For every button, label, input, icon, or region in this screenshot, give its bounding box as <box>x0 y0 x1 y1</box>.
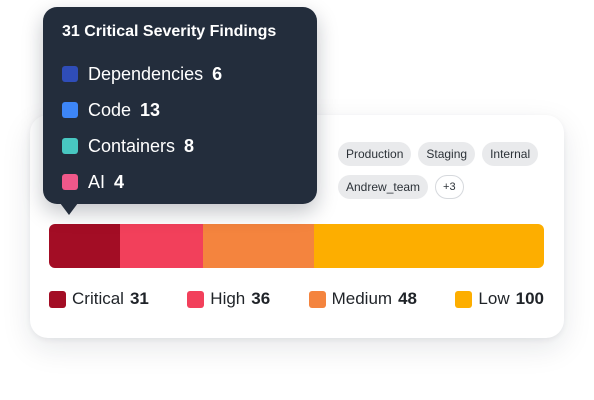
tooltip-row-count: 4 <box>114 171 125 192</box>
tag-staging[interactable]: Staging <box>418 142 476 166</box>
severity-bar-medium[interactable] <box>203 224 314 268</box>
tooltip-title: 31 Critical Severity Findings <box>62 23 277 40</box>
tooltip-row-label: Containers <box>88 135 176 156</box>
legend-medium-label: Medium <box>331 289 393 308</box>
tooltip-breakdown: Dependencies 6 Code 13 Containers 8 AI 4 <box>62 56 222 200</box>
severity-bar <box>49 224 544 268</box>
tooltip-row-dependencies: Dependencies 6 <box>62 56 222 92</box>
legend-critical[interactable]: Critical 31 <box>49 289 149 309</box>
critical-findings-tooltip: 31 Critical Severity Findings Dependenci… <box>43 7 317 204</box>
tooltip-row-code: Code 13 <box>62 92 222 128</box>
legend-high-label: High <box>210 289 246 308</box>
tag-internal[interactable]: Internal <box>482 142 539 166</box>
code-swatch <box>62 102 78 118</box>
tooltip-row-label: Dependencies <box>88 63 204 84</box>
legend-high-count: 36 <box>251 289 271 308</box>
environment-tags: Production Staging Internal Andrew_team … <box>338 142 558 199</box>
tag-production[interactable]: Production <box>338 142 412 166</box>
dependencies-swatch <box>62 66 78 82</box>
tooltip-row-containers: Containers 8 <box>62 128 222 164</box>
ai-swatch <box>62 174 78 190</box>
tooltip-row-label: Code <box>88 99 132 120</box>
severity-legend: Critical 31 High 36 Medium 48 Low 100 <box>49 289 544 309</box>
low-swatch <box>455 290 473 308</box>
severity-bar-low[interactable] <box>313 224 544 268</box>
legend-medium-count: 48 <box>398 289 417 308</box>
critical-swatch <box>49 290 66 308</box>
severity-bar-high[interactable] <box>120 224 204 268</box>
severity-bar-critical[interactable] <box>49 224 121 268</box>
tooltip-row-count: 6 <box>212 63 223 84</box>
legend-critical-label: Critical <box>72 289 124 308</box>
legend-low-count: 100 <box>515 289 544 308</box>
tag-andrew-team[interactable]: Andrew_team <box>338 175 429 199</box>
legend-low[interactable]: Low 100 <box>455 289 544 309</box>
legend-low-label: Low <box>478 289 510 308</box>
legend-high[interactable]: High 36 <box>187 289 270 309</box>
containers-swatch <box>62 138 78 154</box>
more-tags-button[interactable]: +3 <box>435 175 464 199</box>
tooltip-row-ai: AI 4 <box>62 164 222 200</box>
tooltip-row-count: 8 <box>184 135 195 156</box>
legend-medium[interactable]: Medium 48 <box>308 289 417 309</box>
medium-swatch <box>308 290 326 308</box>
tooltip-row-label: AI <box>88 171 106 192</box>
high-swatch <box>187 290 205 308</box>
tooltip-pointer <box>60 203 78 215</box>
tooltip-row-count: 13 <box>140 99 161 120</box>
legend-critical-count: 31 <box>129 289 149 308</box>
